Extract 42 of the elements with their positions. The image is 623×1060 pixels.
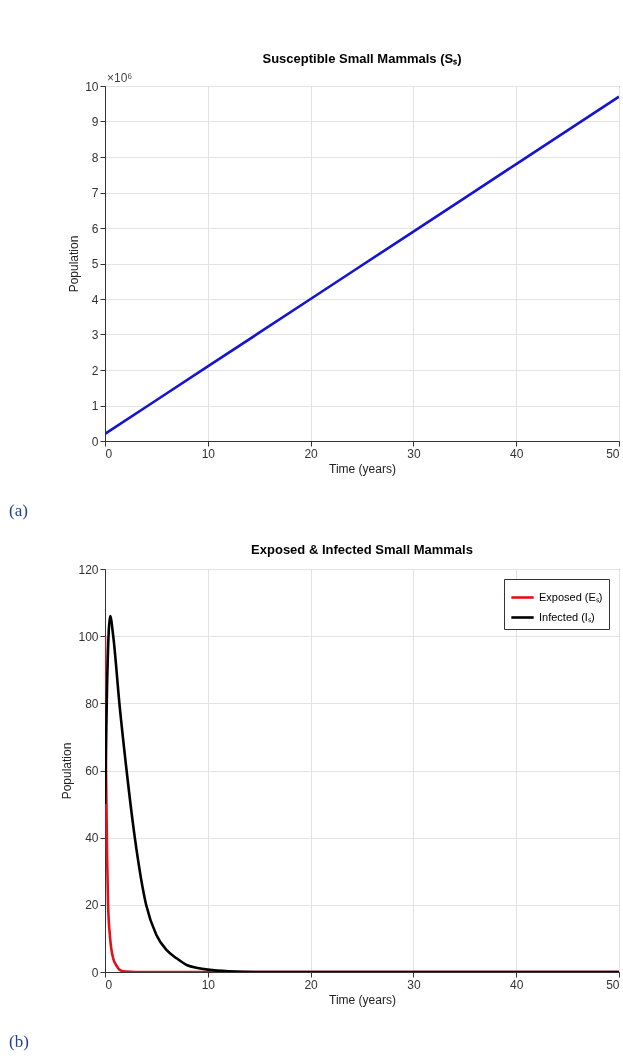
y-tick-label: 80	[85, 696, 99, 711]
y-tick-label: 0	[91, 434, 99, 449]
y-tick-label: 1	[91, 399, 99, 413]
legend-label: Infected (Iₛ)	[539, 610, 595, 623]
x-tick-label: 10	[201, 446, 216, 461]
x-tick-label: 50	[606, 977, 620, 992]
x-tick-label: 30	[407, 977, 421, 992]
x-tick-label: 0	[105, 977, 113, 992]
y-tick-label: 3	[91, 328, 99, 342]
y-tick-label: 6	[91, 221, 99, 236]
y-axis-title: Population	[67, 235, 82, 293]
y-tick-label: 120	[78, 562, 99, 577]
y-tick-label: 8	[91, 150, 99, 165]
x-tick-label: 0	[105, 446, 113, 461]
text: (b)	[9, 1032, 29, 1051]
x-axis-title: Time (years)	[329, 992, 396, 1007]
y-tick-label: 7	[91, 186, 99, 200]
chart-title: Exposed & Infected Small Mammals	[251, 542, 473, 557]
y-tick-label: 2	[91, 363, 99, 378]
y-tick-label: 4	[91, 292, 99, 307]
y-tick-label: 9	[91, 115, 99, 129]
text: (a)	[9, 501, 28, 520]
y-tick-label: 20	[85, 898, 99, 913]
chart-title: Susceptible Small Mammals (Sₛ)	[262, 51, 462, 66]
x-tick-label: 30	[407, 446, 421, 461]
x-tick-label: 20	[304, 446, 319, 461]
text: ×10⁶	[107, 71, 133, 85]
y-tick-label: 100	[78, 629, 99, 644]
y-tick-label: 10	[85, 79, 99, 94]
y-axis-title: Population	[60, 742, 75, 800]
x-tick-label: 50	[606, 446, 620, 461]
x-tick-label: 20	[304, 977, 319, 992]
x-tick-label: 40	[510, 446, 524, 461]
legend-label: Exposed (Eₛ)	[539, 590, 603, 603]
x-axis-title: Time (years)	[329, 461, 396, 476]
line-series	[105, 95, 619, 436]
y-tick-label: 5	[91, 257, 99, 271]
y-tick-label: 40	[85, 831, 99, 846]
y-tick-label: 60	[85, 764, 99, 778]
x-tick-label: 10	[201, 977, 216, 992]
y-tick-label: 0	[91, 965, 99, 980]
x-tick-label: 40	[510, 977, 524, 992]
